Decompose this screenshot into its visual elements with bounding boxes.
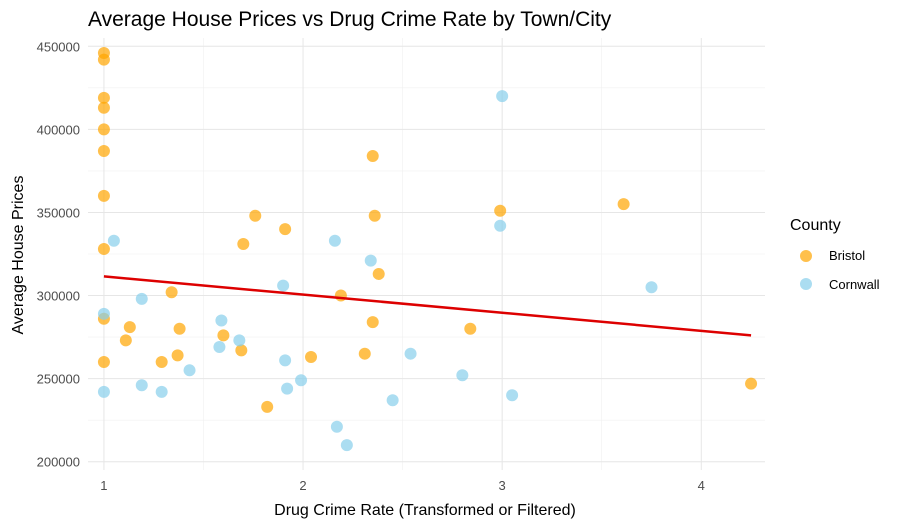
data-point-cornwall [155, 385, 168, 398]
data-point-cornwall [215, 314, 228, 327]
data-point-bristol [173, 322, 186, 335]
y-tick-label: 200000 [37, 455, 80, 470]
data-point-bristol [235, 344, 248, 357]
data-point-cornwall [386, 394, 399, 407]
data-point-bristol [155, 356, 168, 368]
data-point-cornwall [506, 389, 519, 402]
data-point-bristol [97, 91, 110, 104]
data-point-bristol [358, 347, 371, 360]
data-point-bristol [217, 329, 230, 342]
data-point-cornwall [364, 254, 377, 267]
data-point-bristol [237, 238, 250, 251]
data-point-cornwall [295, 374, 308, 387]
data-point-cornwall [135, 292, 148, 305]
data-point-cornwall [330, 420, 343, 433]
y-tick-label: 450000 [37, 39, 80, 54]
data-point-cornwall [404, 347, 417, 360]
x-axis-title: Drug Crime Rate (Transformed or Filtered… [274, 502, 576, 519]
data-point-bristol [261, 400, 274, 413]
data-point-bristol [97, 243, 110, 256]
legend-title: County [790, 217, 841, 234]
data-point-bristol [305, 351, 318, 364]
data-point-bristol [464, 322, 477, 335]
y-axis-title: Average House Prices [10, 176, 27, 335]
data-point-cornwall [328, 234, 341, 247]
x-tick-label: 3 [499, 478, 506, 493]
data-point-bristol [334, 289, 347, 302]
data-point-bristol [119, 334, 132, 347]
legend-label-bristol: Bristol [829, 248, 865, 263]
data-point-bristol [249, 209, 262, 222]
data-point-cornwall [456, 369, 469, 382]
data-point-cornwall [107, 234, 120, 247]
data-point-cornwall [494, 219, 507, 232]
data-point-cornwall [97, 385, 110, 398]
data-point-cornwall [279, 354, 292, 367]
data-point-bristol [165, 286, 178, 299]
y-axis-ticks: 200000 250000 300000 350000 400000 450000 [37, 39, 80, 469]
x-axis-ticks: 1 2 3 4 [100, 478, 705, 493]
data-point-bristol [279, 223, 292, 236]
data-point-bristol [97, 144, 110, 157]
data-point-bristol [372, 267, 385, 280]
data-point-bristol [97, 101, 110, 114]
legend-swatch-cornwall [800, 278, 812, 290]
data-point-bristol [97, 189, 110, 202]
data-point-bristol [368, 209, 381, 222]
y-tick-label: 400000 [37, 122, 80, 137]
x-tick-label: 2 [299, 478, 306, 493]
data-point-bristol [745, 377, 758, 390]
data-point-cornwall [233, 334, 246, 347]
data-point-bristol [97, 53, 110, 66]
data-point-bristol [97, 123, 110, 136]
chart-title: Average House Prices vs Drug Crime Rate … [88, 8, 612, 31]
legend-swatch-bristol [800, 250, 812, 262]
data-point-bristol [494, 204, 507, 217]
data-point-bristol [123, 321, 136, 334]
data-point-bristol [97, 356, 110, 368]
trend-line [103, 275, 752, 337]
x-tick-label: 1 [100, 478, 107, 493]
data-point-bristol [617, 198, 630, 211]
y-tick-label: 350000 [37, 205, 80, 220]
data-point-cornwall [281, 382, 294, 395]
y-tick-label: 250000 [37, 372, 80, 387]
data-point-cornwall [340, 439, 353, 452]
data-point-cornwall [496, 90, 509, 103]
data-points [97, 46, 758, 452]
data-point-cornwall [97, 307, 110, 320]
x-tick-label: 4 [698, 478, 705, 493]
legend-label-cornwall: Cornwall [829, 277, 880, 292]
data-point-bristol [366, 149, 379, 162]
grid [88, 38, 765, 470]
y-tick-label: 300000 [37, 289, 80, 304]
data-point-cornwall [277, 279, 290, 292]
data-point-bristol [171, 349, 184, 362]
data-point-cornwall [645, 281, 658, 294]
legend: County Bristol Cornwall [790, 217, 880, 292]
data-point-bristol [366, 316, 379, 329]
data-point-cornwall [183, 364, 196, 377]
data-point-cornwall [213, 341, 226, 354]
data-point-cornwall [135, 379, 148, 392]
